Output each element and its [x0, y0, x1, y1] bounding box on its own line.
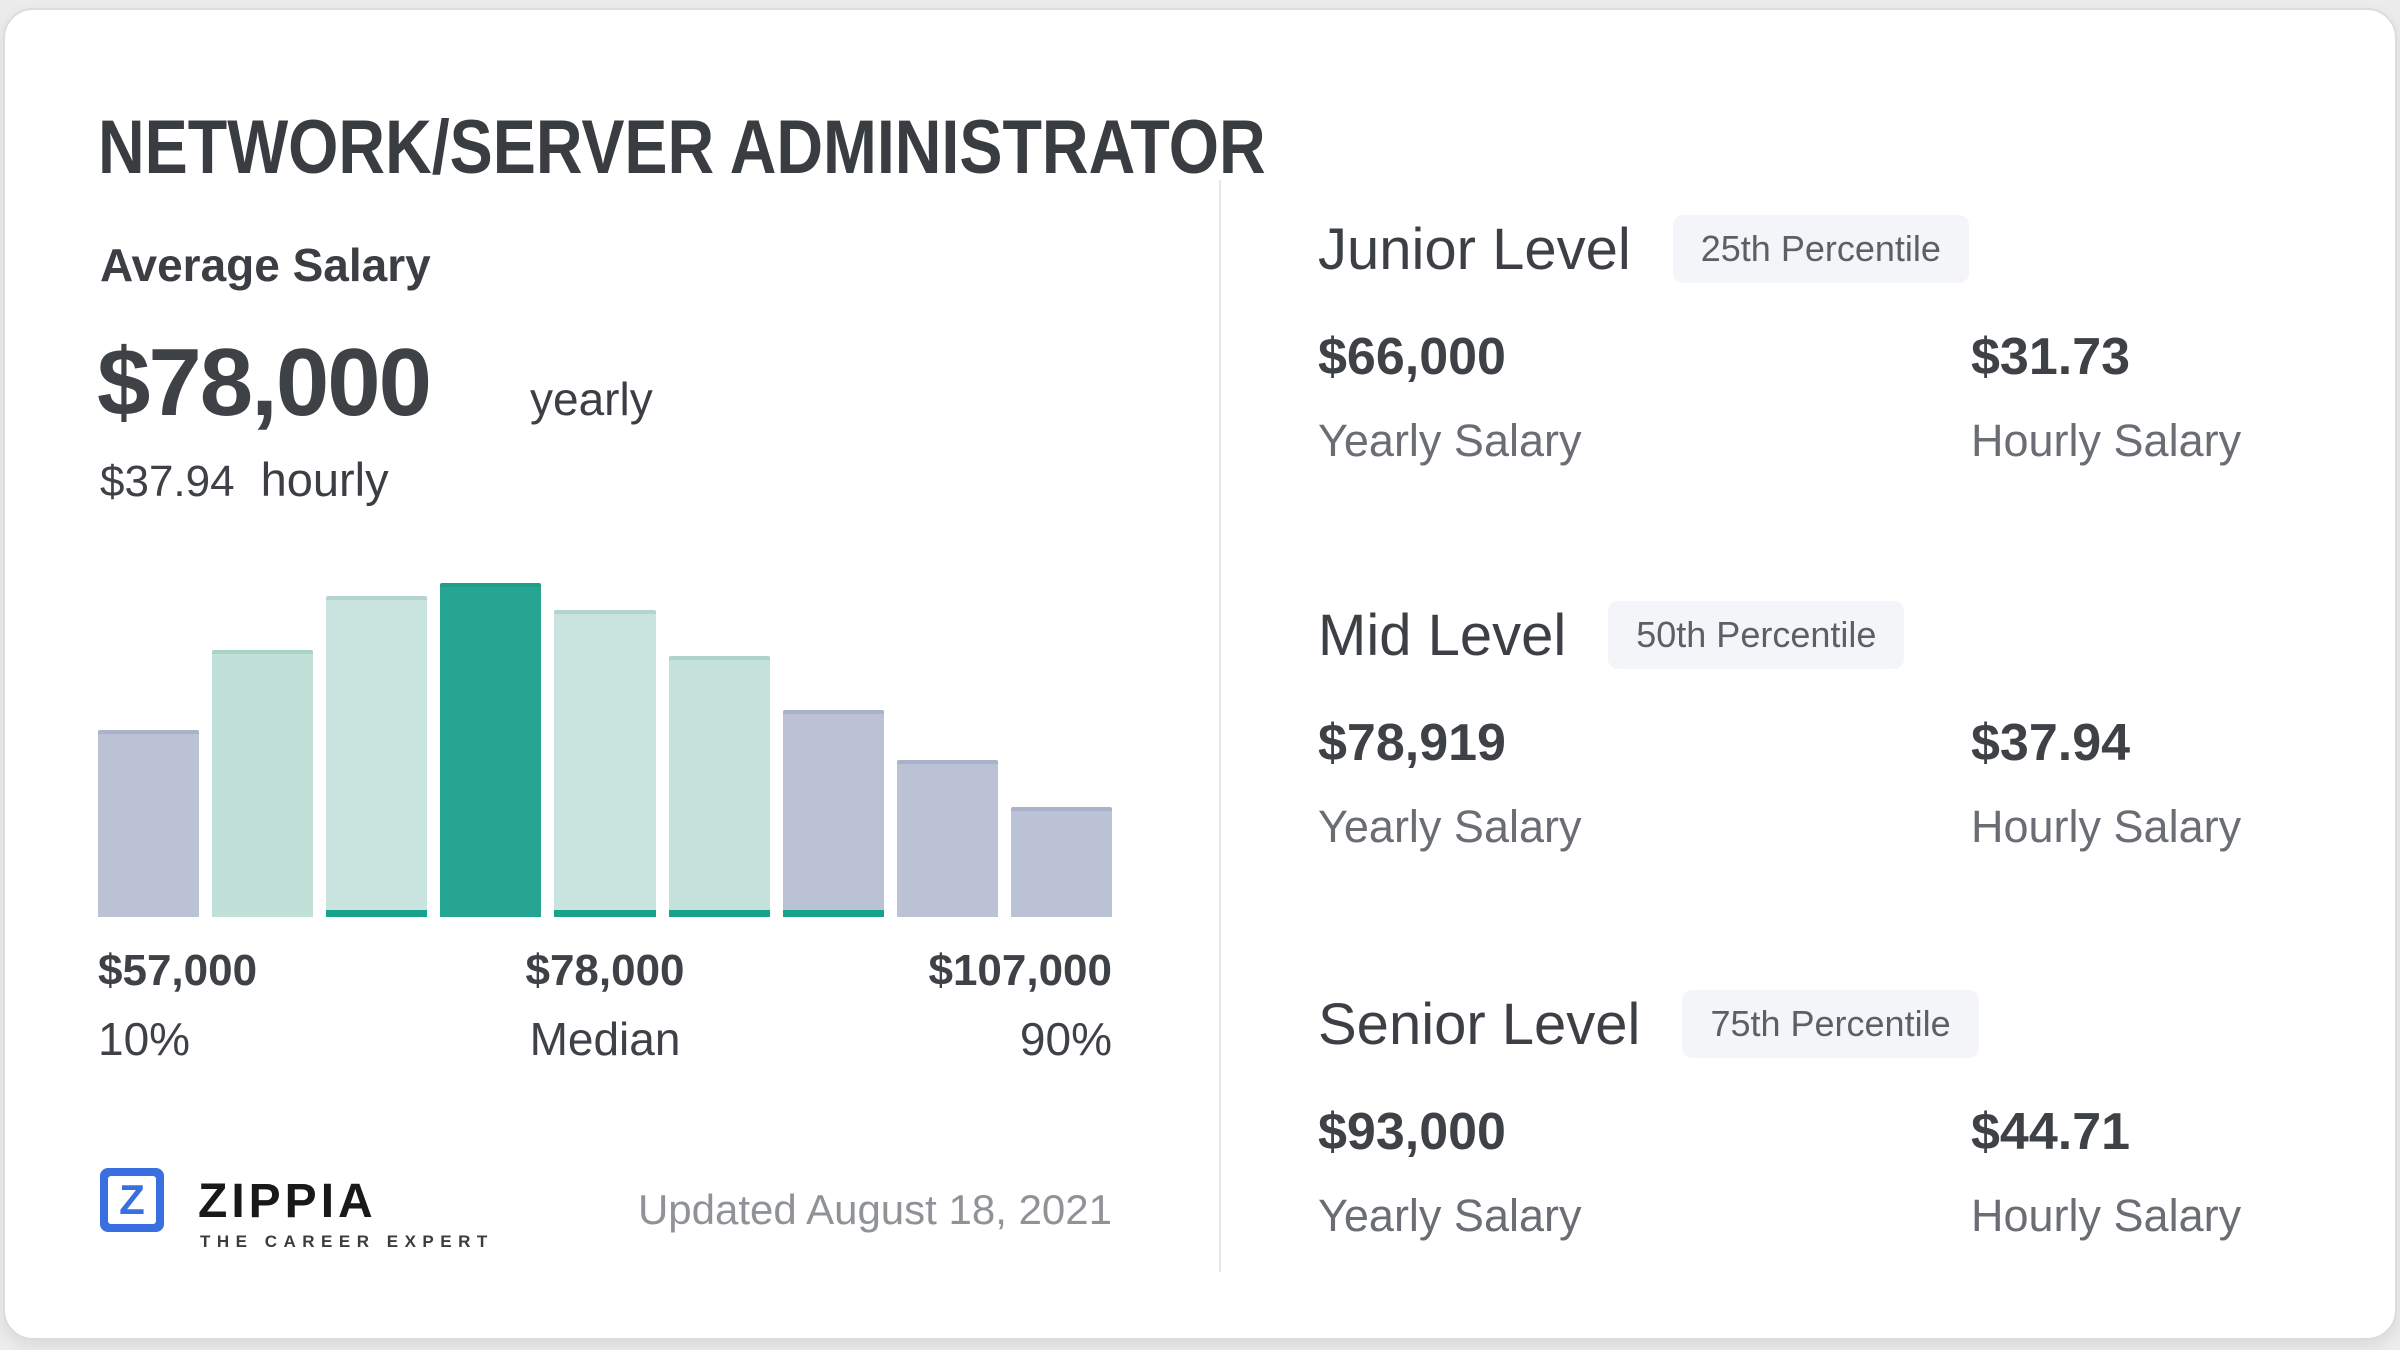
average-salary-label: Average Salary	[100, 239, 431, 291]
level-heading-row: Junior Level 25th Percentile	[1318, 215, 2308, 283]
axis-90th-percentile: $107,000 90%	[928, 945, 1112, 1065]
average-hourly-row: $37.94 hourly	[100, 452, 389, 507]
level-values-row: $78,919 Yearly Salary $37.94 Hourly Sala…	[1318, 713, 2308, 903]
histogram-bar-1	[98, 729, 200, 917]
hourly-label: Hourly Salary	[1971, 415, 2242, 466]
hourly-column: $37.94 Hourly Salary	[1971, 713, 2241, 853]
level-block-junior: Junior Level 25th Percentile $66,000 Yea…	[1318, 215, 2308, 517]
percentile-badge: 50th Percentile	[1608, 601, 1905, 669]
yearly-column: $93,000 Yearly Salary	[1318, 1102, 1581, 1242]
yearly-column: $66,000 Yearly Salary	[1318, 327, 1581, 467]
level-block-mid: Mid Level 50th Percentile $78,919 Yearly…	[1318, 601, 2308, 903]
average-yearly-unit: yearly	[530, 373, 653, 425]
hourly-label: Hourly Salary	[1971, 1190, 2242, 1241]
yearly-label: Yearly Salary	[1318, 801, 1582, 852]
axis-value: $57,000	[98, 946, 258, 995]
histogram-bar-accent-strip	[554, 910, 656, 917]
histogram-bar-9	[1010, 806, 1112, 917]
axis-label: 10%	[98, 1013, 191, 1065]
axis-10th-percentile: $57,000 10%	[98, 945, 257, 1065]
hourly-value: $44.71	[1971, 1103, 2131, 1161]
percentile-badge: 75th Percentile	[1682, 990, 1979, 1058]
histogram-bar-5	[554, 609, 656, 917]
axis-value: $107,000	[928, 946, 1112, 995]
logo-letter: Z	[119, 1176, 145, 1223]
yearly-value: $66,000	[1318, 328, 1506, 386]
histogram-bar-accent-strip	[326, 910, 428, 917]
level-heading-row: Mid Level 50th Percentile	[1318, 601, 2308, 669]
percentile-badge: 25th Percentile	[1672, 215, 1969, 283]
hourly-column: $31.73 Hourly Salary	[1971, 327, 2241, 467]
updated-date: Updated August 18, 2021	[637, 1186, 1112, 1233]
level-heading-row: Senior Level 75th Percentile	[1318, 990, 2308, 1058]
histogram-bar-8	[896, 760, 998, 917]
histogram-bar-6	[668, 656, 770, 917]
yearly-value: $78,919	[1318, 714, 1506, 772]
yearly-value: $93,000	[1318, 1103, 1506, 1161]
histogram-bar-7	[782, 709, 884, 917]
salary-distribution-chart	[98, 583, 1112, 917]
level-name: Mid Level	[1318, 602, 1567, 668]
axis-value: $78,000	[525, 946, 685, 995]
page-title: NETWORK/SERVER ADMINISTRATOR	[98, 105, 1266, 190]
yearly-label: Yearly Salary	[1318, 1190, 1582, 1241]
histogram-bar-4-median	[440, 583, 542, 917]
level-name: Senior Level	[1318, 991, 1641, 1057]
average-hourly-value: $37.94	[100, 457, 235, 506]
level-values-row: $93,000 Yearly Salary $44.71 Hourly Sala…	[1318, 1102, 2308, 1292]
hourly-column: $44.71 Hourly Salary	[1971, 1102, 2241, 1242]
axis-label: Median	[529, 1013, 681, 1065]
zippia-logo-z-icon: Z	[108, 1176, 156, 1224]
average-yearly-value: $78,000	[97, 329, 432, 436]
vertical-divider	[1219, 180, 1221, 1272]
zippia-logo-icon[interactable]: Z	[100, 1168, 164, 1232]
level-block-senior: Senior Level 75th Percentile $93,000 Yea…	[1318, 990, 2308, 1292]
hourly-value: $31.73	[1971, 328, 2131, 386]
yearly-label: Yearly Salary	[1318, 415, 1582, 466]
histogram-bar-accent-strip	[668, 910, 770, 917]
hourly-label: Hourly Salary	[1971, 801, 2242, 852]
axis-median: $78,000 Median	[525, 945, 684, 1065]
hourly-value: $37.94	[1971, 714, 2131, 772]
average-yearly-row: $78,000 yearly	[97, 328, 653, 438]
histogram-bar-accent-strip	[782, 910, 884, 917]
brand-name: ZIPPIA	[198, 1175, 377, 1228]
level-name: Junior Level	[1318, 216, 1631, 282]
histogram-bar-3	[326, 596, 428, 917]
brand-tagline: THE CAREER EXPERT	[200, 1232, 494, 1251]
average-hourly-unit: hourly	[260, 453, 389, 506]
histogram-bar-2	[212, 649, 314, 917]
yearly-column: $78,919 Yearly Salary	[1318, 713, 1581, 853]
level-values-row: $66,000 Yearly Salary $31.73 Hourly Sala…	[1318, 327, 2308, 517]
axis-label: 90%	[1019, 1013, 1112, 1065]
